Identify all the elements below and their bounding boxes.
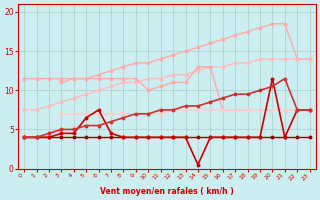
X-axis label: Vent moyen/en rafales ( km/h ): Vent moyen/en rafales ( km/h ) (100, 187, 234, 196)
